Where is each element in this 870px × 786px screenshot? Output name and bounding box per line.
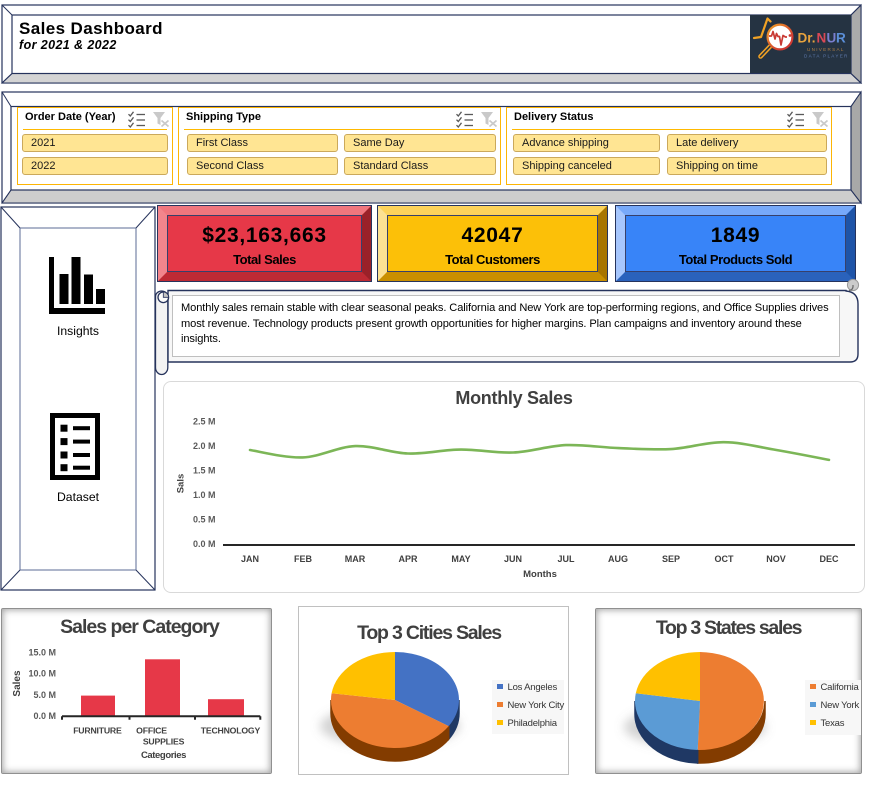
svg-text:APR: APR	[398, 554, 418, 564]
svg-text:FURNITURE: FURNITURE	[73, 726, 122, 736]
svg-text:OFFICE: OFFICE	[136, 726, 167, 736]
svg-text:MAR: MAR	[345, 554, 366, 564]
svg-text:R: R	[836, 31, 846, 46]
svg-text:Sals: Sals	[175, 474, 186, 494]
svg-text:0.0 M: 0.0 M	[193, 539, 216, 549]
svg-text:Categories: Categories	[141, 750, 186, 761]
svg-text:OCT: OCT	[715, 554, 735, 564]
svg-text:1.0 M: 1.0 M	[193, 490, 216, 500]
svg-text:DEC: DEC	[819, 554, 839, 564]
svg-text:2.5 M: 2.5 M	[193, 417, 216, 427]
svg-text:SEP: SEP	[662, 554, 680, 564]
svg-text:SUPPLIES: SUPPLIES	[143, 737, 185, 747]
svg-text:15.0 M: 15.0 M	[28, 648, 56, 658]
svg-text:Months: Months	[523, 569, 557, 580]
svg-text:U: U	[827, 31, 837, 46]
svg-text:JUL: JUL	[557, 554, 575, 564]
svg-text:10.0 M: 10.0 M	[28, 669, 56, 679]
svg-text:2.0 M: 2.0 M	[193, 441, 216, 451]
svg-text:AUG: AUG	[608, 554, 628, 564]
svg-text:DATA PLAYER: DATA PLAYER	[804, 54, 849, 59]
svg-text:0.0 M: 0.0 M	[33, 711, 56, 721]
svg-text:Sales: Sales	[12, 670, 23, 697]
svg-text:TECHNOLOGY: TECHNOLOGY	[201, 726, 261, 736]
svg-text:UNIVERSAL: UNIVERSAL	[807, 47, 845, 52]
svg-text:NOV: NOV	[766, 554, 786, 564]
svg-text:JUN: JUN	[504, 554, 522, 564]
svg-text:FEB: FEB	[294, 554, 313, 564]
svg-text:JAN: JAN	[241, 554, 259, 564]
svg-text:1.5 M: 1.5 M	[193, 466, 216, 476]
svg-text:0.5 M: 0.5 M	[193, 515, 216, 525]
svg-text:5.0 M: 5.0 M	[33, 690, 56, 700]
svg-text:MAY: MAY	[451, 554, 470, 564]
svg-text:N: N	[817, 31, 827, 46]
svg-text:Dr.: Dr.	[798, 31, 816, 46]
